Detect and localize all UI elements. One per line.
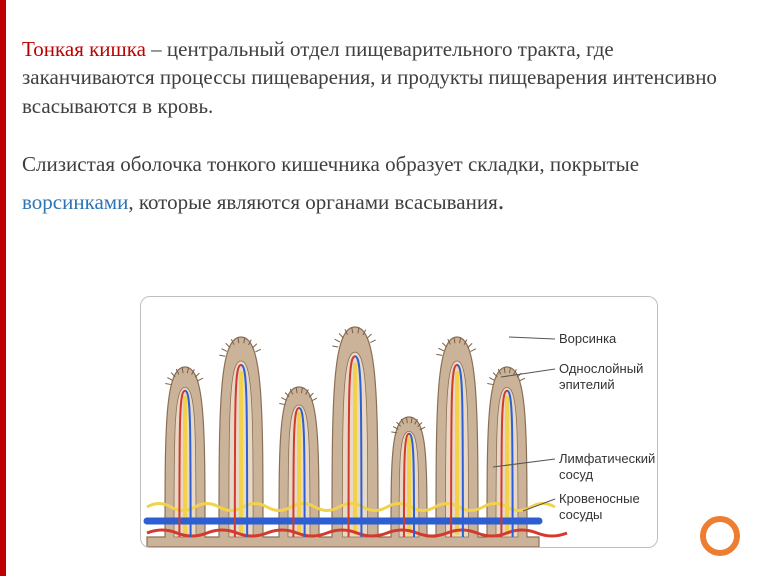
- slide-content: Тонкая кишка – центральный отдел пищевар…: [22, 14, 750, 242]
- decorative-ring-icon: [700, 516, 740, 556]
- svg-text:сосуды: сосуды: [559, 507, 602, 522]
- svg-text:Однослойный: Однослойный: [559, 361, 643, 376]
- term-highlight-blue: ворсинками: [22, 190, 128, 214]
- svg-text:Кровеносные: Кровеносные: [559, 491, 640, 506]
- paragraph-1: Тонкая кишка – центральный отдел пищевар…: [22, 35, 750, 120]
- paragraph-2: Слизистая оболочка тонкого кишечника обр…: [22, 148, 750, 221]
- term-highlight-red: Тонкая кишка: [22, 37, 146, 61]
- svg-text:эпителий: эпителий: [559, 377, 615, 392]
- accent-bar: [0, 0, 6, 576]
- paragraph-2-dot: .: [498, 186, 505, 215]
- svg-text:Лимфатический: Лимфатический: [559, 451, 655, 466]
- paragraph-2-b: , которые являются органами всасывания: [128, 190, 497, 214]
- villi-svg: Ворсинка Однослойныйэпителий Лимфатический…: [141, 297, 657, 547]
- villi-diagram: Ворсинка Однослойныйэпителий Лимфатический…: [140, 296, 658, 548]
- paragraph-2-a: Слизистая оболочка тонкого кишечника обр…: [22, 152, 639, 176]
- svg-text:сосуд: сосуд: [559, 467, 593, 482]
- svg-text:Ворсинка: Ворсинка: [559, 331, 617, 346]
